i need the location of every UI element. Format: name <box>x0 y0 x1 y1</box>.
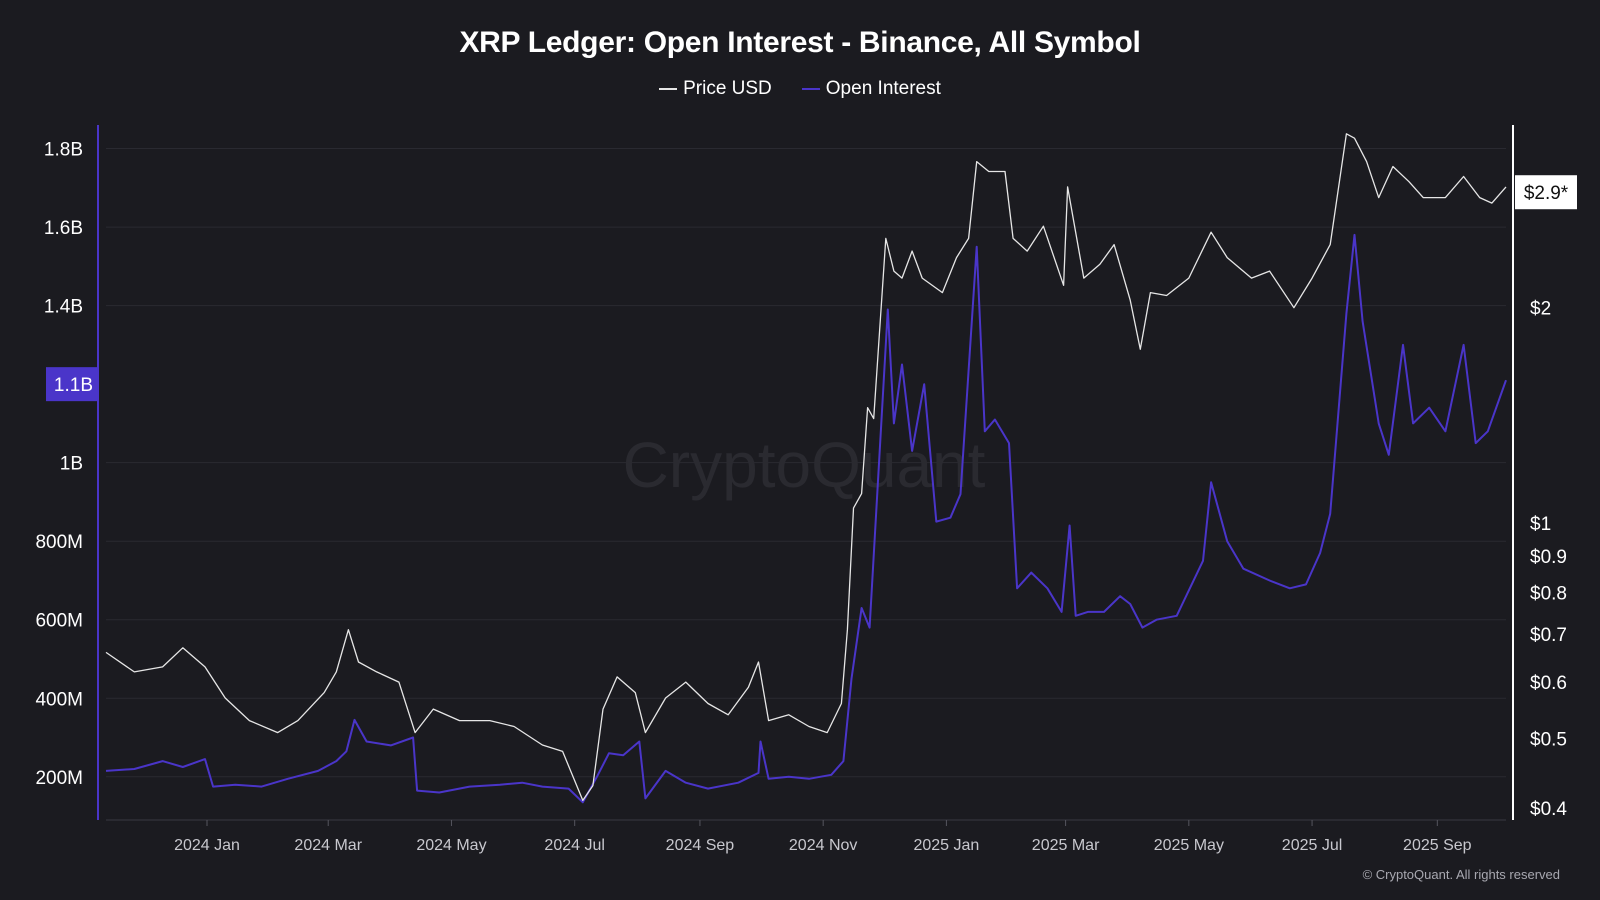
y-left-tick-label: 400M <box>35 689 83 710</box>
x-tick-label: 2025 Jul <box>1282 837 1343 854</box>
open-interest-current-value: 1.1B <box>54 375 93 396</box>
y-right-tick-label: $0.9 <box>1530 547 1567 568</box>
watermark-text: CryptoQuant <box>623 429 986 501</box>
y-right-tick-label: $1 <box>1530 514 1551 535</box>
x-tick-label: 2025 Jan <box>913 837 979 854</box>
open-interest-line-swatch <box>801 88 820 90</box>
x-tick-label: 2024 Sep <box>666 837 735 854</box>
x-tick-label: 2024 Mar <box>294 837 362 854</box>
price-line-swatch <box>659 88 678 90</box>
copyright-notice: © CryptoQuant. All rights reserved <box>1362 867 1560 882</box>
y-right-tick-label: $0.4 <box>1530 799 1567 820</box>
open-interest-series-line <box>105 233 1507 804</box>
y-left-tick-label: 600M <box>35 611 83 632</box>
x-tick-label: 2024 Nov <box>789 837 858 854</box>
legend-item-open-interest[interactable]: Open Interest <box>801 78 941 100</box>
y-right-tick-label: $0.7 <box>1530 625 1567 646</box>
y-right-tick-label: $2 <box>1530 299 1551 320</box>
price-current-badge <box>1515 175 1577 210</box>
y-left-tick-label: 1B <box>60 454 83 475</box>
y-left-tick-label: 1.8B <box>44 140 83 161</box>
price-usd-series-line <box>105 133 1507 802</box>
legend-label-price: Price USD <box>683 78 772 99</box>
x-tick-label: 2024 May <box>416 837 486 854</box>
y-left-tick-label: 1.4B <box>44 297 83 318</box>
y-left-tick-label: 200M <box>35 768 83 789</box>
chart-legend: Price USD Open Interest <box>0 78 1600 100</box>
x-tick-label: 2025 Sep <box>1403 837 1472 854</box>
y-right-tick-label: $0.8 <box>1530 584 1567 605</box>
x-tick-label: 2024 Jul <box>544 837 605 854</box>
y-left-tick-label: 1.6B <box>44 218 83 239</box>
x-tick-label: 2025 Mar <box>1032 837 1100 854</box>
open-interest-current-badge <box>46 367 98 402</box>
chart-title: XRP Ledger: Open Interest - Binance, All… <box>459 26 1141 59</box>
y-right-tick-label: $0.6 <box>1530 673 1567 694</box>
y-left-tick-label: 800M <box>35 532 83 553</box>
legend-label-open-interest: Open Interest <box>825 78 941 99</box>
x-tick-label: 2024 Jan <box>174 837 240 854</box>
x-tick-label: 2025 May <box>1154 837 1224 854</box>
legend-item-price[interactable]: Price USD <box>659 78 772 100</box>
price-current-value: $2.9* <box>1524 183 1569 204</box>
y-right-tick-label: $0.5 <box>1530 730 1567 751</box>
